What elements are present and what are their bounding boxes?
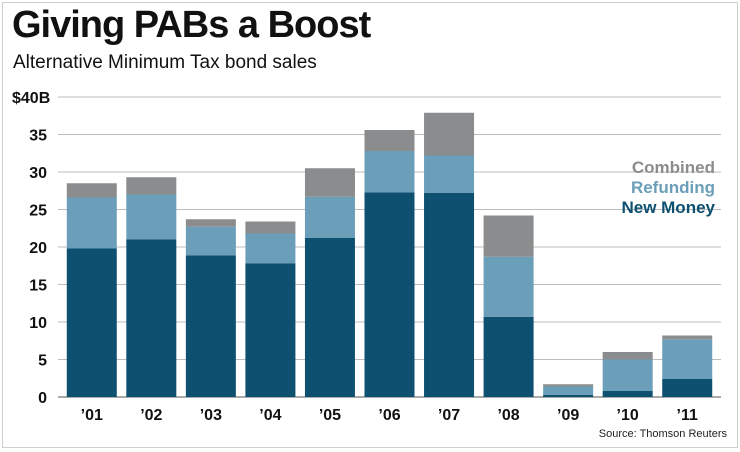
x-tick-label: ’08 [497,407,519,424]
y-tick-label: 10 [29,315,47,332]
x-tick-label: ’05 [319,407,341,424]
bars [66,112,713,397]
bar-segment [424,193,475,397]
bar-segment [483,316,534,397]
y-tick-label: 20 [29,240,47,257]
y-tick-label: 5 [38,353,47,370]
x-tick-label: ’06 [378,407,400,424]
y-tick-label: 25 [29,203,47,220]
bar-segment [304,238,355,397]
y-tick-label: 0 [38,390,47,407]
x-tick-label: ’09 [557,407,579,424]
bar-segment [543,394,594,397]
bar-segment [602,359,653,391]
x-tick-label: ’11 [677,407,698,424]
bar-segment [483,256,534,317]
bar-segment [364,151,415,193]
legend-item-new-money: New Money [621,198,715,217]
bar-segment [185,255,236,397]
bar-segment [126,194,177,240]
x-tick-label: ’07 [438,407,460,424]
x-axis-ticks: ’01 ’02 ’03 ’04 ’05 ’06 ’07 ’08 ’09 ’10 ’11 [81,407,698,424]
bar-segment [543,384,594,387]
y-tick-label: 30 [29,165,47,182]
bar-segment [602,352,653,360]
y-tick-label: 15 [29,278,47,295]
legend-item-combined: Combined [631,158,715,177]
bar-segment [185,219,236,227]
bar-segment [662,335,713,340]
bar-segment [424,112,475,156]
bar-segment [483,215,534,257]
bar-segment [304,168,355,197]
bar-segment [245,263,296,397]
bar-segment [126,239,177,397]
bar-segment [662,379,713,397]
source-note: Source: Thomson Reuters [598,428,727,440]
chart-title: Giving PABs a Boost [12,4,371,46]
x-tick-label: ’04 [259,407,281,424]
x-tick-label: ’03 [200,407,222,424]
chart-subtitle: Alternative Minimum Tax bond sales [13,52,317,73]
y-tick-label: 35 [29,128,47,145]
legend: Combined Refunding New Money [563,158,715,218]
bar-segment [662,339,713,379]
bar-segment [364,130,415,151]
bar-segment [126,177,177,195]
bar-chart: 0 5 10 15 20 25 30 35 $40B ’01 ’02 ’03 ’04 ’05 ’06 ’07… [12,90,721,424]
bar-segment [543,386,594,395]
bar-segment [66,183,117,198]
bar-segment [66,197,117,249]
bar-segment [185,226,236,256]
bar-segment [245,233,296,264]
bar-segment [66,248,117,397]
bar-segment [602,391,653,397]
bar-segment [364,192,415,397]
y-axis-ticks: 0 5 10 15 20 25 30 35 $40B [12,90,50,407]
legend-item-refunding: Refunding [630,178,715,197]
x-tick-label: ’10 [617,407,639,424]
x-tick-label: ’02 [140,407,162,424]
y-tick-label: $40B [12,90,50,107]
bar-segment [304,196,355,238]
bar-segment [424,155,475,193]
x-tick-label: ’01 [81,407,103,424]
bar-segment [245,221,296,234]
